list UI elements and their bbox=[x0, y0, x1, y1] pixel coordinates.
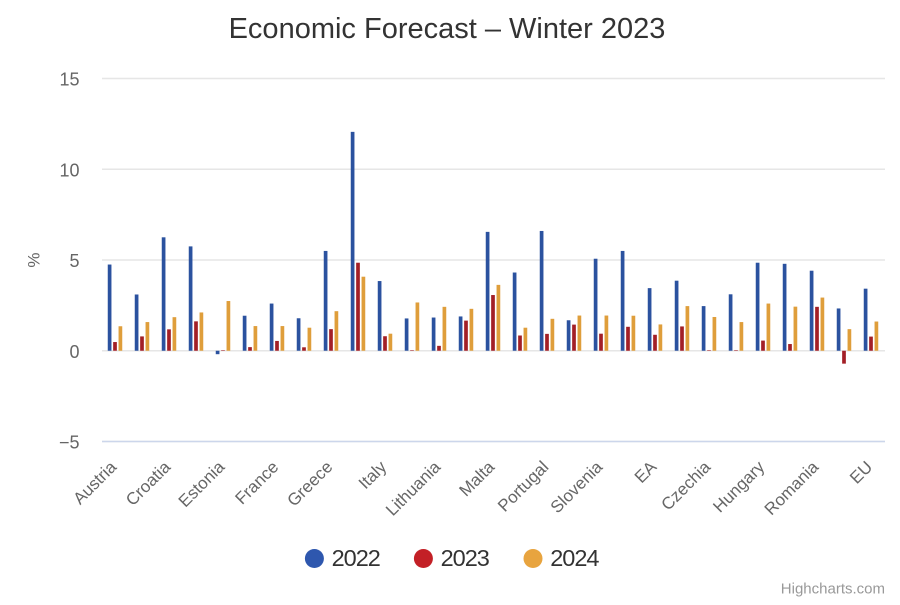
svg-text:2024: 2024 bbox=[550, 545, 599, 571]
svg-text:2022: 2022 bbox=[332, 545, 380, 571]
svg-text:Economic Forecast – Winter 202: Economic Forecast – Winter 2023 bbox=[229, 13, 666, 45]
svg-text:−5: −5 bbox=[59, 433, 80, 453]
svg-text:15: 15 bbox=[59, 70, 79, 90]
svg-text:5: 5 bbox=[69, 251, 79, 271]
svg-text:2023: 2023 bbox=[441, 545, 490, 571]
svg-text:0: 0 bbox=[69, 342, 79, 362]
svg-text:10: 10 bbox=[59, 160, 79, 180]
svg-text:Highcharts.com: Highcharts.com bbox=[781, 581, 885, 598]
svg-text:%: % bbox=[25, 252, 44, 267]
